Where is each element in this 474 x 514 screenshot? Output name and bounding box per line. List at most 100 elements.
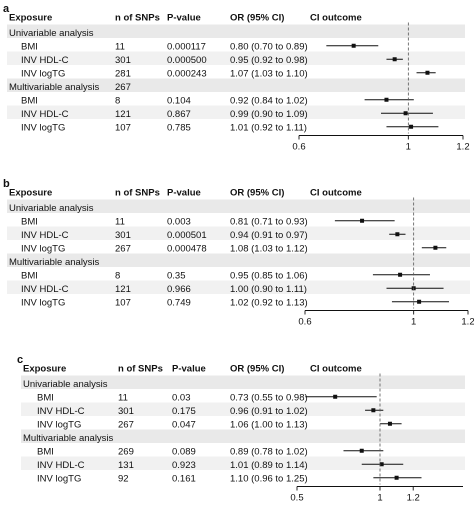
x-tick-label: 1 — [406, 142, 411, 153]
or-point — [403, 111, 408, 116]
p-value: 0.785 — [167, 122, 191, 133]
p-value: 0.175 — [172, 406, 196, 417]
n-snps-value: 131 — [118, 460, 134, 471]
or-point — [409, 124, 414, 129]
exposure-label: INV logTG — [21, 122, 65, 133]
or-ci-text: 1.10 (0.96 to 1.25) — [230, 473, 308, 484]
or-ci-text: 1.01 (0.89 to 1.14) — [230, 460, 308, 471]
p-value: 0.161 — [172, 473, 196, 484]
column-header: n of SNPs — [115, 188, 160, 199]
or-ci-text: 1.02 (0.92 to 1.13) — [230, 297, 308, 308]
column-header: Exposure — [23, 364, 66, 375]
x-tick-label: 1 — [411, 317, 416, 328]
or-point — [379, 462, 384, 467]
column-header: Exposure — [9, 13, 52, 24]
n-snps-value: 11 — [115, 41, 125, 52]
column-header: OR (95% CI) — [230, 188, 284, 199]
or-ci-text: 1.07 (1.03 to 1.10) — [230, 68, 308, 79]
or-ci-text: 0.80 (0.70 to 0.89) — [230, 41, 308, 52]
column-header: P-value — [167, 13, 201, 24]
exposure-label: INV logTG — [37, 419, 81, 430]
column-header: OR (95% CI) — [230, 13, 284, 24]
n-snps-value: 121 — [115, 109, 131, 120]
x-tick-label: 1.2 — [461, 317, 474, 328]
group-label: Multivariable analysis — [9, 82, 100, 93]
n-snps-value: 281 — [115, 68, 131, 79]
n-snps-value: 107 — [115, 122, 131, 133]
exposure-label: INV HDL-C — [21, 109, 69, 120]
group-label: Multivariable analysis — [9, 257, 100, 268]
group-label-value: 267 — [115, 82, 131, 93]
p-value: 0.867 — [167, 109, 191, 120]
n-snps-value: 267 — [115, 243, 131, 254]
or-point — [371, 408, 376, 413]
column-header: P-value — [167, 188, 201, 199]
exposure-label: BMI — [21, 41, 38, 52]
or-point — [394, 475, 399, 480]
group-label: Multivariable analysis — [23, 433, 114, 444]
or-ci-text: 1.06 (1.00 to 1.13) — [230, 419, 308, 430]
exposure-label: INV logTG — [21, 243, 65, 254]
or-ci-text: 0.94 (0.91 to 0.97) — [230, 230, 308, 241]
exposure-label: INV logTG — [37, 473, 81, 484]
p-value: 0.35 — [167, 270, 186, 281]
n-snps-value: 11 — [118, 392, 128, 403]
zebra-row-background — [7, 226, 470, 240]
exposure-label: INV HDL-C — [21, 55, 69, 66]
n-snps-value: 301 — [115, 230, 131, 241]
x-tick-label: 1.2 — [456, 142, 469, 153]
exposure-label: BMI — [21, 270, 38, 281]
panel-label: c — [17, 354, 23, 366]
n-snps-value: 11 — [115, 216, 125, 227]
exposure-label: INV HDL-C — [21, 230, 69, 241]
or-point — [425, 70, 430, 75]
x-tick-label: 1.2 — [407, 493, 420, 504]
exposure-label: BMI — [21, 216, 38, 227]
or-ci-text: 0.95 (0.85 to 1.06) — [230, 270, 308, 281]
or-ci-text: 0.99 (0.90 to 1.09) — [230, 109, 308, 120]
p-value: 0.000243 — [167, 68, 207, 79]
p-value: 0.003 — [167, 216, 191, 227]
n-snps-value: 301 — [115, 55, 131, 66]
panel-label: a — [3, 3, 10, 15]
or-point — [433, 245, 438, 250]
exposure-label: INV logTG — [21, 297, 65, 308]
group-row-background — [7, 78, 465, 92]
p-value: 0.000501 — [167, 230, 207, 241]
or-point — [333, 394, 338, 399]
p-value: 0.000500 — [167, 55, 207, 66]
zebra-row-background — [21, 402, 465, 416]
or-point — [392, 57, 397, 62]
group-row-background — [21, 429, 465, 443]
exposure-label: INV logTG — [21, 68, 65, 79]
x-tick-label: 1 — [377, 493, 382, 504]
p-value: 0.000117 — [167, 41, 206, 52]
group-row-background — [7, 24, 465, 38]
p-value: 0.749 — [167, 297, 191, 308]
p-value: 0.047 — [172, 419, 196, 430]
column-header: CI outcome — [310, 188, 362, 199]
zebra-row-background — [7, 280, 470, 294]
p-value: 0.923 — [172, 460, 196, 471]
zebra-row-background — [7, 51, 465, 65]
x-tick-label: 0.6 — [298, 317, 311, 328]
or-ci-text: 0.89 (0.78 to 1.02) — [230, 446, 308, 457]
column-header: OR (95% CI) — [230, 364, 284, 375]
or-point — [395, 232, 400, 237]
or-ci-text: 1.08 (1.03 to 1.12) — [230, 243, 308, 254]
column-header: n of SNPs — [118, 364, 163, 375]
n-snps-value: 269 — [118, 446, 134, 457]
or-ci-text: 1.01 (0.92 to 1.11) — [230, 122, 307, 133]
exposure-label: INV HDL-C — [37, 460, 85, 471]
panel-label: b — [3, 178, 10, 190]
n-snps-value: 301 — [118, 406, 134, 417]
n-snps-value: 92 — [118, 473, 129, 484]
or-ci-text: 0.73 (0.55 to 0.98) — [230, 392, 308, 403]
x-tick-label: 0.5 — [290, 493, 303, 504]
or-point — [360, 218, 365, 223]
p-value: 0.03 — [172, 392, 191, 403]
